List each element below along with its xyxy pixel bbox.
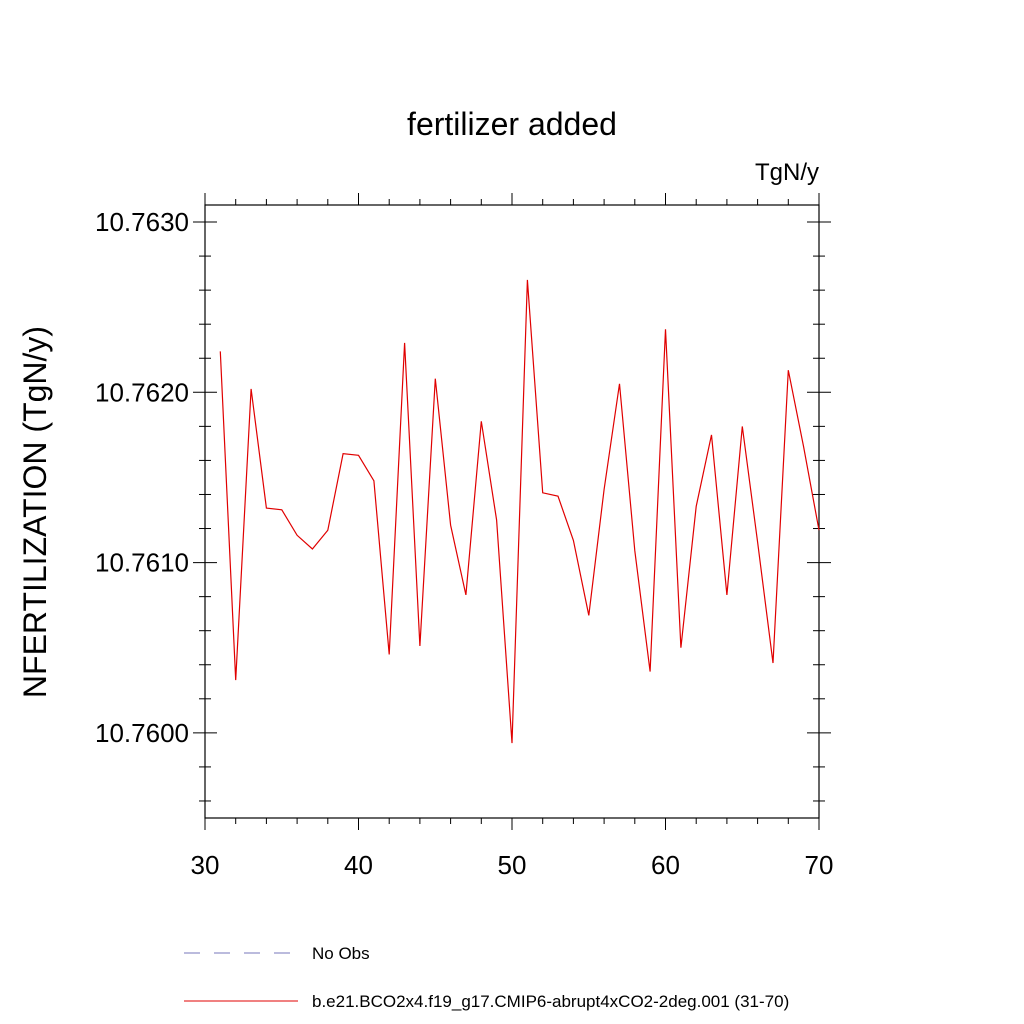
x-tick-label: 60 (651, 850, 680, 880)
x-tick-label: 70 (805, 850, 834, 880)
y-tick-label: 10.7630 (95, 207, 189, 237)
x-tick-label: 40 (344, 850, 373, 880)
y-tick-label: 10.7620 (95, 377, 189, 407)
y-tick-label: 10.7600 (95, 718, 189, 748)
y-axis-label: NFERTILIZATION (TgN/y) (17, 326, 53, 698)
x-tick-label: 30 (191, 850, 220, 880)
y-axis: 10.7600 10.7610 10.7620 10.7630 (95, 207, 831, 802)
x-axis: 30 40 50 60 70 (191, 193, 834, 880)
series-layer (219, 279, 820, 744)
y-tick-label: 10.7610 (95, 548, 189, 578)
units-label: TgN/y (755, 159, 819, 186)
legend-label: No Obs (312, 944, 370, 963)
x-tick-label: 50 (498, 850, 527, 880)
chart-title: fertilizer added (407, 106, 617, 142)
legend: No Obs b.e21.BCO2x4.f19_g17.CMIP6-abrupt4… (184, 944, 789, 1011)
series-line (219, 279, 820, 744)
legend-label: b.e21.BCO2x4.f19_g17.CMIP6-abrupt4xCO2-2… (312, 992, 789, 1011)
